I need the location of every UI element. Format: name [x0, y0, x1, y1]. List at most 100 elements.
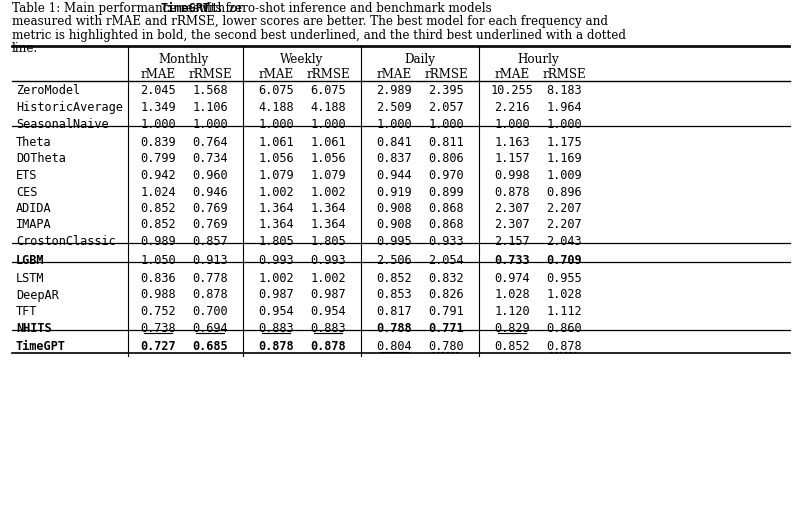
- Text: 0.829: 0.829: [494, 321, 530, 334]
- Text: 1.112: 1.112: [546, 305, 582, 318]
- Text: LSTM: LSTM: [16, 272, 45, 285]
- Text: 1.568: 1.568: [192, 84, 228, 97]
- Text: 2.509: 2.509: [376, 101, 412, 114]
- Text: rMAE: rMAE: [258, 68, 294, 81]
- Text: 0.883: 0.883: [310, 321, 346, 334]
- Text: 0.860: 0.860: [546, 321, 582, 334]
- Text: 4.188: 4.188: [310, 101, 346, 114]
- Text: 0.700: 0.700: [192, 305, 228, 318]
- Text: measured with rMAE and rRMSE, lower scores are better. The best model for each f: measured with rMAE and rRMSE, lower scor…: [12, 16, 608, 29]
- Text: 1.000: 1.000: [428, 118, 464, 130]
- Text: 0.989: 0.989: [140, 235, 176, 248]
- Text: IMAPA: IMAPA: [16, 218, 52, 231]
- Text: 0.852: 0.852: [376, 272, 412, 285]
- Text: 0.778: 0.778: [192, 272, 228, 285]
- Text: 1.056: 1.056: [310, 153, 346, 166]
- Text: 8.183: 8.183: [546, 84, 582, 97]
- Text: 1.364: 1.364: [310, 218, 346, 231]
- Text: 0.709: 0.709: [546, 254, 582, 267]
- Text: 0.988: 0.988: [140, 289, 176, 302]
- Text: 1.002: 1.002: [258, 185, 294, 199]
- Text: TimeGPT: TimeGPT: [161, 2, 210, 15]
- Text: 2.157: 2.157: [494, 235, 530, 248]
- Text: 0.954: 0.954: [258, 305, 294, 318]
- Text: 1.163: 1.163: [494, 136, 530, 149]
- Text: 0.868: 0.868: [428, 218, 464, 231]
- Text: 1.349: 1.349: [140, 101, 176, 114]
- Text: 1.000: 1.000: [310, 118, 346, 130]
- Text: TFT: TFT: [16, 305, 38, 318]
- Text: 0.908: 0.908: [376, 202, 412, 215]
- Text: 0.896: 0.896: [546, 185, 582, 199]
- Text: with zero-shot inference and benchmark models: with zero-shot inference and benchmark m…: [194, 2, 491, 15]
- Text: rMAE: rMAE: [376, 68, 412, 81]
- Text: 0.852: 0.852: [140, 202, 176, 215]
- Text: 0.780: 0.780: [428, 340, 464, 353]
- Text: DeepAR: DeepAR: [16, 289, 58, 302]
- Text: 0.995: 0.995: [376, 235, 412, 248]
- Text: 1.000: 1.000: [546, 118, 582, 130]
- Text: 0.899: 0.899: [428, 185, 464, 199]
- Text: Daily: Daily: [405, 54, 435, 67]
- Text: 1.169: 1.169: [546, 153, 582, 166]
- Text: 0.694: 0.694: [192, 321, 228, 334]
- Text: 0.878: 0.878: [192, 289, 228, 302]
- Text: 1.002: 1.002: [310, 272, 346, 285]
- Text: line.: line.: [12, 43, 38, 56]
- Text: 0.804: 0.804: [376, 340, 412, 353]
- Text: 2.207: 2.207: [546, 202, 582, 215]
- Text: 1.805: 1.805: [258, 235, 294, 248]
- Text: 0.837: 0.837: [376, 153, 412, 166]
- Text: 2.307: 2.307: [494, 202, 530, 215]
- Text: 0.788: 0.788: [376, 321, 412, 334]
- Text: Monthly: Monthly: [159, 54, 209, 67]
- Text: 0.878: 0.878: [494, 185, 530, 199]
- Text: CES: CES: [16, 185, 38, 199]
- Text: DOTheta: DOTheta: [16, 153, 66, 166]
- Text: 0.836: 0.836: [140, 272, 176, 285]
- Text: 0.826: 0.826: [428, 289, 464, 302]
- Text: ZeroModel: ZeroModel: [16, 84, 80, 97]
- Text: 0.955: 0.955: [546, 272, 582, 285]
- Text: rRMSE: rRMSE: [306, 68, 350, 81]
- Text: ADIDA: ADIDA: [16, 202, 52, 215]
- Text: 1.805: 1.805: [310, 235, 346, 248]
- Text: 0.954: 0.954: [310, 305, 346, 318]
- Text: 0.919: 0.919: [376, 185, 412, 199]
- Text: 1.120: 1.120: [494, 305, 530, 318]
- Text: 0.806: 0.806: [428, 153, 464, 166]
- Text: 0.913: 0.913: [192, 254, 228, 267]
- Text: 0.933: 0.933: [428, 235, 464, 248]
- Text: Hourly: Hourly: [517, 54, 559, 67]
- Text: 0.878: 0.878: [310, 340, 346, 353]
- Text: rMAE: rMAE: [494, 68, 530, 81]
- Text: Table 1: Main performance results for: Table 1: Main performance results for: [12, 2, 246, 15]
- Text: rRMSE: rRMSE: [424, 68, 468, 81]
- Text: 1.028: 1.028: [494, 289, 530, 302]
- Text: rRMSE: rRMSE: [188, 68, 232, 81]
- Text: 1.000: 1.000: [140, 118, 176, 130]
- Text: 1.079: 1.079: [310, 169, 346, 182]
- Text: 1.106: 1.106: [192, 101, 228, 114]
- Text: 2.216: 2.216: [494, 101, 530, 114]
- Text: 0.857: 0.857: [192, 235, 228, 248]
- Text: NHITS: NHITS: [16, 321, 52, 334]
- Text: 2.307: 2.307: [494, 218, 530, 231]
- Text: 2.054: 2.054: [428, 254, 464, 267]
- Text: 2.057: 2.057: [428, 101, 464, 114]
- Text: 0.998: 0.998: [494, 169, 530, 182]
- Text: 0.727: 0.727: [140, 340, 176, 353]
- Text: 0.993: 0.993: [310, 254, 346, 267]
- Text: LGBM: LGBM: [16, 254, 45, 267]
- Text: 0.883: 0.883: [258, 321, 294, 334]
- Text: 1.364: 1.364: [258, 202, 294, 215]
- Text: 1.964: 1.964: [546, 101, 582, 114]
- Text: 2.045: 2.045: [140, 84, 176, 97]
- Text: 1.000: 1.000: [376, 118, 412, 130]
- Text: 0.970: 0.970: [428, 169, 464, 182]
- Text: 0.738: 0.738: [140, 321, 176, 334]
- Text: 10.255: 10.255: [490, 84, 534, 97]
- Text: SeasonalNaive: SeasonalNaive: [16, 118, 109, 130]
- Text: 2.043: 2.043: [546, 235, 582, 248]
- Text: 0.946: 0.946: [192, 185, 228, 199]
